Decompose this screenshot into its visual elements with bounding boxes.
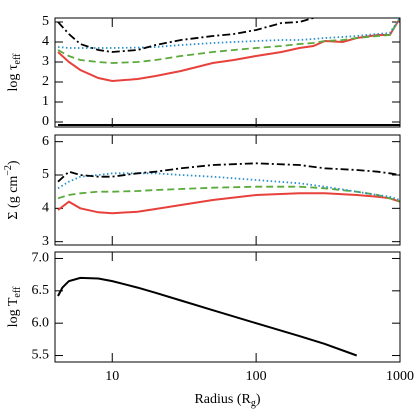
y-tick-label: 6.5 xyxy=(32,283,50,298)
y-tick-label: 1 xyxy=(42,94,49,109)
plot-frame xyxy=(54,17,401,128)
y-axis-label: Σ (g cm−2) xyxy=(3,160,21,220)
series-line xyxy=(57,172,400,201)
y-label-sub: eff xyxy=(12,53,23,65)
series-line xyxy=(57,18,314,53)
y-tick-label: 6 xyxy=(42,134,49,149)
x-axis-label: Radius (Rg) xyxy=(194,392,260,409)
series-line xyxy=(57,18,400,64)
y-tick-label: 3 xyxy=(42,54,49,69)
series-line xyxy=(57,18,400,83)
y-tick-label: 4 xyxy=(42,34,49,49)
y-label-text: log T xyxy=(6,297,21,327)
y-tick-label: 4 xyxy=(42,201,49,216)
x-label-sub: g xyxy=(251,398,256,409)
y-tick-label: 3 xyxy=(42,234,49,249)
y-tick-label: 2 xyxy=(42,74,49,89)
x-label-end: ) xyxy=(256,392,261,407)
y-label-end: ) xyxy=(6,160,21,165)
y-axis-label: log Teff xyxy=(6,286,23,327)
y-label-text: log τ xyxy=(6,64,21,91)
y-tick-label: 7.0 xyxy=(32,251,50,266)
plot-frame xyxy=(54,134,401,246)
y-label-sup: −2 xyxy=(3,165,14,176)
y-label-sub: eff xyxy=(12,286,23,298)
y-tick-label: 5 xyxy=(42,167,49,182)
series-line xyxy=(57,276,358,357)
y-tick-label: 6.0 xyxy=(32,315,50,330)
x-tick-label: 10 xyxy=(105,369,119,384)
x-tick-label: 1000 xyxy=(386,369,414,384)
y-tick-label: 5 xyxy=(42,14,49,29)
x-label-text: Radius (R xyxy=(194,392,251,407)
series-line xyxy=(57,18,400,49)
y-label-text: Σ (g cm xyxy=(6,176,21,220)
y-tick-label: 0 xyxy=(42,114,49,129)
plot-frame xyxy=(54,251,401,363)
y-tick-label: 5.5 xyxy=(32,348,50,363)
x-tick-label: 100 xyxy=(246,369,267,384)
y-axis-label: log τeff xyxy=(6,53,23,92)
series-line xyxy=(57,162,400,183)
series-line xyxy=(57,192,400,215)
